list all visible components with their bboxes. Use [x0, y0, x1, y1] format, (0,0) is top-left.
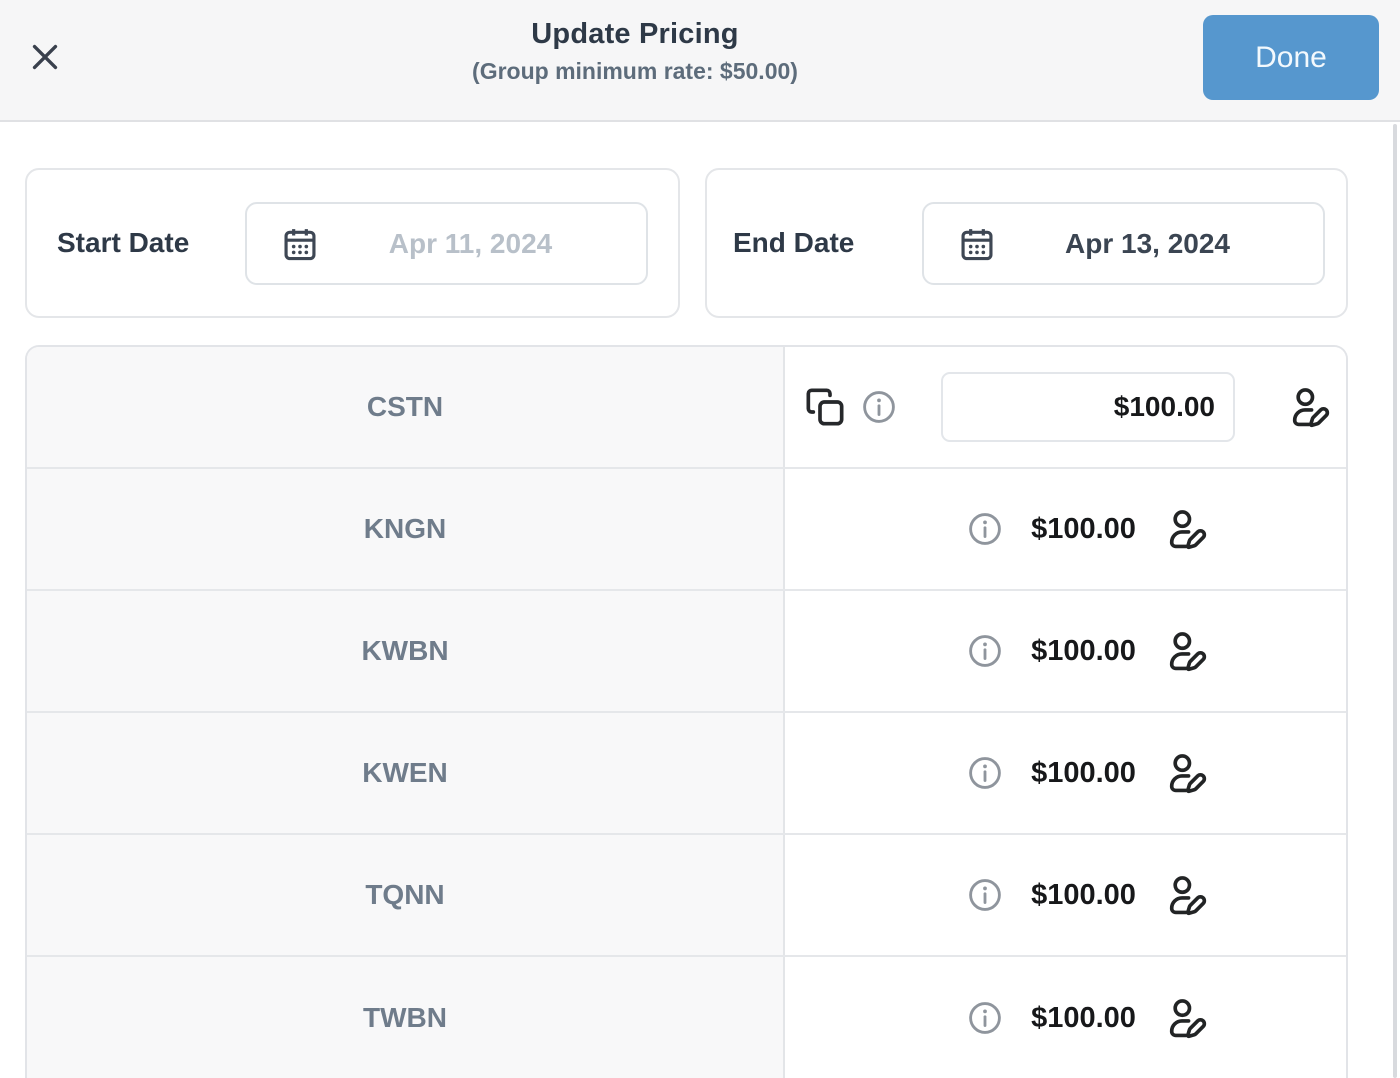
- room-type-code: KWBN: [27, 591, 785, 711]
- info-icon: [969, 879, 1001, 911]
- calendar-icon: [961, 227, 993, 260]
- price-input[interactable]: [941, 372, 1235, 442]
- table-row: TWBN $100.00: [27, 957, 1346, 1078]
- price-group: $100.00: [967, 507, 1208, 551]
- price-value: $100.00: [1031, 1001, 1136, 1034]
- user-edit-icon: [1169, 999, 1207, 1039]
- edit-price-button[interactable]: [1164, 629, 1208, 673]
- title-block: Update Pricing (Group minimum rate: $50.…: [0, 18, 1270, 85]
- edit-price-button[interactable]: [1164, 751, 1208, 795]
- table-row: TQNN $100.00: [27, 835, 1346, 957]
- calendar-icon: [284, 227, 316, 260]
- rate-info-button[interactable]: [967, 755, 1003, 791]
- end-date-input[interactable]: Apr 13, 2024: [922, 202, 1325, 285]
- price-group: $100.00: [967, 751, 1208, 795]
- start-date-label: Start Date: [57, 227, 190, 258]
- end-date-label: End Date: [733, 227, 855, 258]
- room-type-code: KWEN: [27, 713, 785, 833]
- rate-info-button[interactable]: [967, 1000, 1003, 1036]
- vertical-scrollbar[interactable]: [1393, 124, 1397, 1078]
- rate-info-button[interactable]: [967, 511, 1003, 547]
- user-edit-icon: [1169, 632, 1207, 672]
- rate-info-button[interactable]: [967, 877, 1003, 913]
- user-edit-icon: [1169, 876, 1207, 916]
- price-value: $100.00: [1031, 878, 1136, 911]
- room-type-code: CSTN: [27, 347, 785, 467]
- price-group: $100.00: [967, 873, 1208, 917]
- copy-icon: [806, 388, 844, 426]
- price-cell: $100.00: [785, 591, 1346, 711]
- edit-price-button[interactable]: [1164, 873, 1208, 917]
- info-icon: [969, 635, 1001, 667]
- edit-price-button[interactable]: [1164, 996, 1208, 1040]
- table-row: KWEN $100.00: [27, 713, 1346, 835]
- group-minimum-rate-subtitle: (Group minimum rate: $50.00): [472, 58, 798, 84]
- user-edit-icon: [1169, 510, 1207, 550]
- info-icon: [863, 391, 895, 423]
- edit-price-button[interactable]: [1287, 385, 1331, 429]
- start-date-card: Start Date Apr 11, 2024: [25, 168, 680, 318]
- room-type-code: TWBN: [27, 957, 785, 1078]
- end-date-card: End Date Apr 13, 2024: [705, 168, 1348, 318]
- start-date-placeholder: Apr 11, 2024: [388, 227, 553, 259]
- info-icon: [969, 513, 1001, 545]
- done-button[interactable]: Done: [1203, 15, 1379, 100]
- info-icon: [969, 1002, 1001, 1034]
- info-icon: [969, 757, 1001, 789]
- edit-price-button[interactable]: [1164, 507, 1208, 551]
- price-cell: [785, 347, 1346, 467]
- user-edit-icon: [1292, 388, 1330, 428]
- pricing-table: CSTN KNGN: [25, 345, 1348, 1078]
- price-group: $100.00: [967, 629, 1208, 673]
- price-value: $100.00: [1031, 634, 1136, 667]
- price-value: $100.00: [1031, 512, 1136, 545]
- end-date-value: Apr 13, 2024: [1065, 227, 1230, 259]
- copy-rate-button[interactable]: [805, 387, 845, 427]
- table-row: KNGN $100.00: [27, 469, 1346, 591]
- table-row: KWBN $100.00: [27, 591, 1346, 713]
- rate-info-button[interactable]: [967, 633, 1003, 669]
- room-type-code: TQNN: [27, 835, 785, 955]
- table-row: CSTN: [27, 347, 1346, 469]
- price-cell: $100.00: [785, 835, 1346, 955]
- room-type-code: KNGN: [27, 469, 785, 589]
- rate-info-button[interactable]: [861, 389, 897, 425]
- price-cell: $100.00: [785, 957, 1346, 1078]
- price-value: $100.00: [1031, 756, 1136, 789]
- page-title: Update Pricing: [531, 18, 739, 50]
- modal-header: Update Pricing (Group minimum rate: $50.…: [0, 0, 1400, 122]
- user-edit-icon: [1169, 754, 1207, 794]
- price-cell: $100.00: [785, 713, 1346, 833]
- price-cell: $100.00: [785, 469, 1346, 589]
- start-date-input[interactable]: Apr 11, 2024: [245, 202, 648, 285]
- price-group: $100.00: [967, 996, 1208, 1040]
